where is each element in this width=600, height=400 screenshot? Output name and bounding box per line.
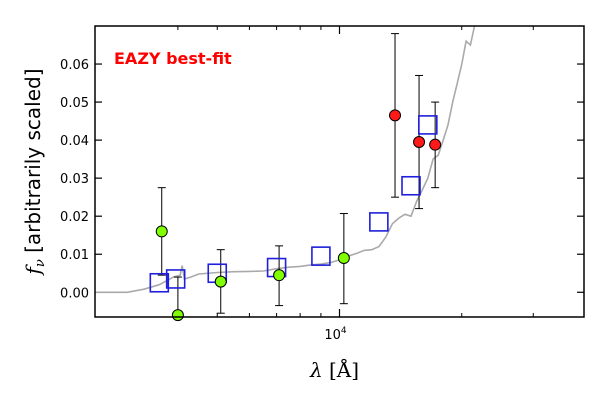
green-data-point	[337, 252, 350, 265]
template-flux-square	[418, 115, 438, 135]
red-data-point	[389, 109, 402, 122]
template-flux-square	[311, 246, 331, 266]
plot-frame	[94, 25, 585, 318]
green-data-point	[214, 275, 227, 288]
red-data-point	[413, 136, 426, 149]
y-tick-label: 0.03	[60, 172, 89, 187]
red-data-point	[429, 138, 442, 151]
y-tick-label: 0.01	[60, 248, 89, 263]
green-data-point	[171, 309, 184, 322]
template-flux-square	[165, 269, 186, 289]
template-flux-square	[401, 175, 421, 196]
y-tick-label: 0.05	[60, 96, 89, 111]
green-data-point	[155, 225, 168, 238]
y-tick-label: 0.04	[60, 134, 89, 149]
x-tick-label: 104	[324, 326, 347, 343]
annotation-text: EAZY best-fit	[114, 49, 232, 68]
y-tick-label: 0.02	[60, 210, 89, 225]
y-tick-label: 0.06	[60, 58, 89, 73]
green-data-point	[273, 269, 286, 282]
template-flux-square	[149, 272, 170, 293]
tick-labels-layer: 0.00 0.01 0.02 0.03 0.04 0.05 0.06 104	[60, 58, 347, 343]
template-flux-square	[369, 212, 389, 232]
x-axis-label: λ [Å]	[309, 357, 359, 382]
markers-layer	[149, 109, 442, 322]
y-axis-label: fν [arbitrarily scaled]	[21, 68, 48, 276]
y-tick-label: 0.00	[60, 286, 89, 301]
ticks-layer	[95, 26, 584, 317]
